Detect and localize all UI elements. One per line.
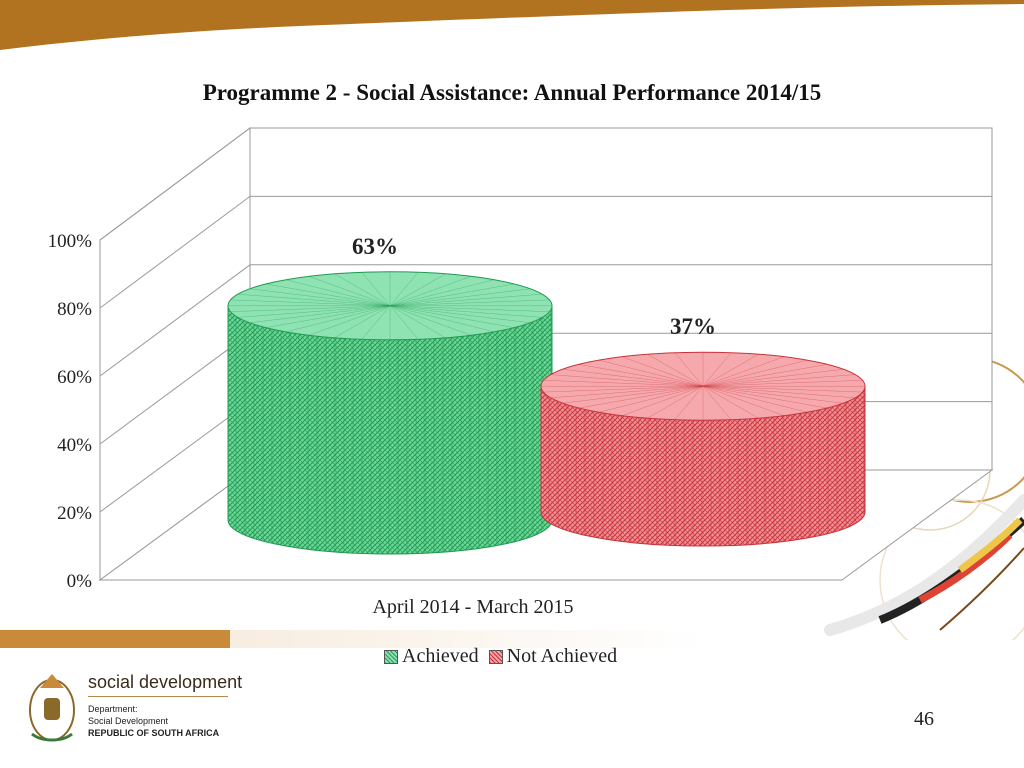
legend: Achieved Not Achieved [384,645,617,668]
beaded-decoration [824,494,1024,636]
brand-divider [88,696,228,697]
chart: 0% 20% 40% 60% 80% 100% 63% 37% April 2014 - M… [48,127,1024,640]
legend-item-achieved: Achieved [384,645,479,668]
brand-name: social development [88,672,243,692]
y-axis-ticks: 0% 20% 40% 60% 80% 100% [48,231,93,592]
gridline-side [99,401,251,513]
chart-title: Programme 2 - Social Assistance: Annual … [202,80,822,105]
data-label-achieved: 63% [352,234,398,259]
gridline-side [99,195,251,309]
data-labels: 63% 37% [352,234,716,339]
y-tick-label: 100% [48,231,93,252]
legend-label-achieved: Achieved [402,645,479,667]
gridline-side [99,264,251,377]
y-tick-label: 20% [57,503,92,524]
legend-item-not-achieved: Not Achieved [488,645,618,668]
bar-achieved [227,271,553,555]
brand-line-1: Department: [88,704,138,714]
brand-line-3: REPUBLIC OF SOUTH AFRICA [88,728,220,738]
data-label-not-achieved: 37% [670,314,716,339]
page-number: 46 [914,708,934,730]
coat-of-arms-logo [29,674,75,742]
bar-not-achieved [540,351,866,547]
top-decorative-band [0,0,1024,50]
x-category-label: April 2014 - March 2015 [372,596,573,618]
legend-label-not-achieved: Not Achieved [506,645,618,667]
gridline-side [99,127,251,241]
y-tick-label: 60% [57,367,92,388]
legend-swatch-not-achieved [488,649,503,664]
y-tick-label: 40% [57,435,92,456]
gridline-side [99,332,251,445]
bars [227,271,866,555]
legend-swatch-achieved [384,649,398,664]
brand-line-2: Social Development [88,716,169,726]
bottom-band-left [0,630,230,648]
y-tick-label: 80% [57,299,92,320]
y-tick-label: 0% [67,571,93,592]
bottom-band-right [230,630,1024,648]
